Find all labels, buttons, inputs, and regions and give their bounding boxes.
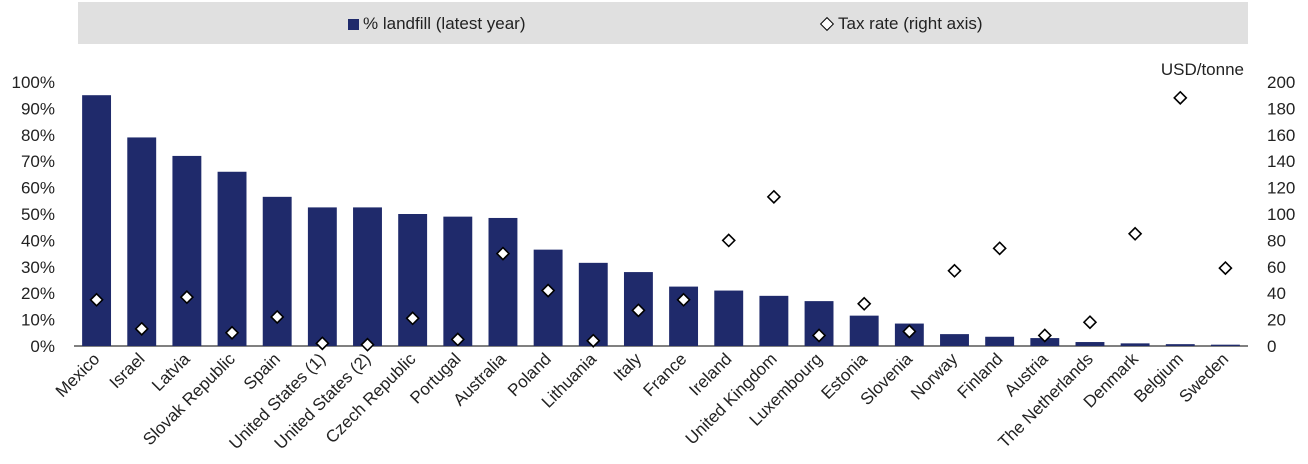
x-label-19: Norway [907, 349, 962, 404]
tax-marker-2 [179, 290, 195, 305]
legend-label-tax: Tax rate (right axis) [838, 14, 983, 33]
bar-1 [127, 137, 157, 346]
bar-9 [488, 217, 518, 346]
x-label-20: Finland [954, 349, 1007, 402]
legend-item-tax: Tax rate (right axis) [819, 14, 983, 34]
right-axis-tick-40: 40 [1267, 284, 1286, 303]
tax-marker-1 [134, 321, 149, 336]
tax-marker-20 [992, 241, 1007, 256]
right-axis-tick-200: 200 [1267, 73, 1295, 92]
bar-2 [172, 155, 202, 346]
right-axis-tick-140: 140 [1267, 152, 1295, 171]
legend-label-landfill: % landfill (latest year) [363, 14, 526, 33]
tax-marker-10 [540, 283, 556, 298]
bar-23 [1120, 343, 1150, 346]
left-axis-tick-80: 80% [21, 126, 55, 145]
tax-marker-15 [766, 189, 782, 204]
right-axis-tick-120: 120 [1267, 179, 1295, 198]
right-axis-tick-20: 20 [1267, 311, 1286, 330]
right-axis-unit-label: USD/tonne [1161, 60, 1244, 79]
left-axis-tick-70: 70% [21, 152, 55, 171]
tax-marker-22 [1082, 315, 1098, 330]
bar-10 [533, 249, 563, 346]
bar-24 [1165, 344, 1195, 346]
x-label-0: Mexico [52, 349, 104, 401]
x-label-24: Belgium [1130, 349, 1187, 406]
left-axis-tick-40: 40% [21, 231, 55, 250]
tax-marker-14 [721, 233, 736, 248]
tax-marker-8 [450, 332, 465, 347]
left-axis-tick-100: 100% [12, 73, 55, 92]
tax-marker-5 [315, 336, 330, 351]
left-axis-tick-10: 10% [21, 311, 55, 330]
tax-marker-3 [224, 325, 240, 340]
chart-legend: % landfill (latest year) Tax rate (right… [78, 2, 1248, 44]
bar-17 [849, 315, 879, 346]
tax-marker-19 [947, 263, 962, 278]
tax-marker-6 [360, 337, 375, 352]
axes: 0% 10% 20% 30% 40% 50% 60% 70% 80% 90% 100% 0 20 40 60… [12, 73, 1296, 356]
bar-25 [1210, 344, 1240, 346]
bar-11 [578, 262, 608, 346]
right-axis-tick-60: 60 [1267, 258, 1286, 277]
left-axis-tick-50: 50% [21, 205, 55, 224]
bar-22 [1075, 342, 1105, 346]
tax-marker-7 [405, 311, 420, 326]
left-axis-tick-30: 30% [21, 258, 55, 277]
bar-8 [443, 216, 473, 346]
bar-0 [82, 95, 112, 346]
legend-item-landfill: % landfill (latest year) [348, 14, 526, 34]
bar-19 [940, 334, 969, 346]
tax-marker-13 [676, 292, 691, 307]
tax-marker-12 [631, 303, 646, 318]
tax-marker-25 [1218, 260, 1233, 276]
right-axis-tick-160: 160 [1267, 126, 1295, 145]
left-axis-tick-90: 90% [21, 99, 55, 118]
left-axis-tick-20: 20% [21, 284, 55, 303]
bar-15 [759, 295, 789, 346]
right-axis-tick-180: 180 [1267, 99, 1295, 118]
bar-7 [398, 214, 428, 346]
tax-markers [89, 90, 1233, 352]
right-axis-tick-100: 100 [1267, 205, 1295, 224]
tax-marker-18 [902, 324, 917, 339]
x-label-1: Israel [106, 349, 149, 392]
x-label-13: France [640, 349, 691, 400]
bar-20 [985, 336, 1015, 346]
tax-marker-0 [89, 292, 104, 307]
right-axis-tick-0: 0 [1267, 337, 1276, 356]
tax-marker-23 [1127, 226, 1143, 241]
tax-marker-9 [495, 246, 511, 261]
bar-5 [307, 207, 337, 346]
left-axis-tick-0: 0% [30, 337, 55, 356]
bar-14 [714, 290, 744, 346]
tax-marker-4 [270, 309, 285, 325]
bar-3 [217, 171, 247, 346]
tax-marker-17 [857, 296, 872, 311]
legend-bar-swatch [348, 18, 359, 30]
tax-marker-24 [1173, 90, 1188, 105]
x-label-25: Sweden [1175, 349, 1232, 406]
bars [82, 95, 1240, 346]
left-axis-tick-60: 60% [21, 179, 55, 198]
x-label-12: Italy [610, 349, 646, 385]
bar-6 [353, 207, 382, 346]
tax-marker-11 [586, 333, 601, 348]
tax-marker-21 [1037, 328, 1052, 343]
right-axis-tick-80: 80 [1267, 231, 1286, 250]
tax-marker-16 [811, 328, 827, 343]
